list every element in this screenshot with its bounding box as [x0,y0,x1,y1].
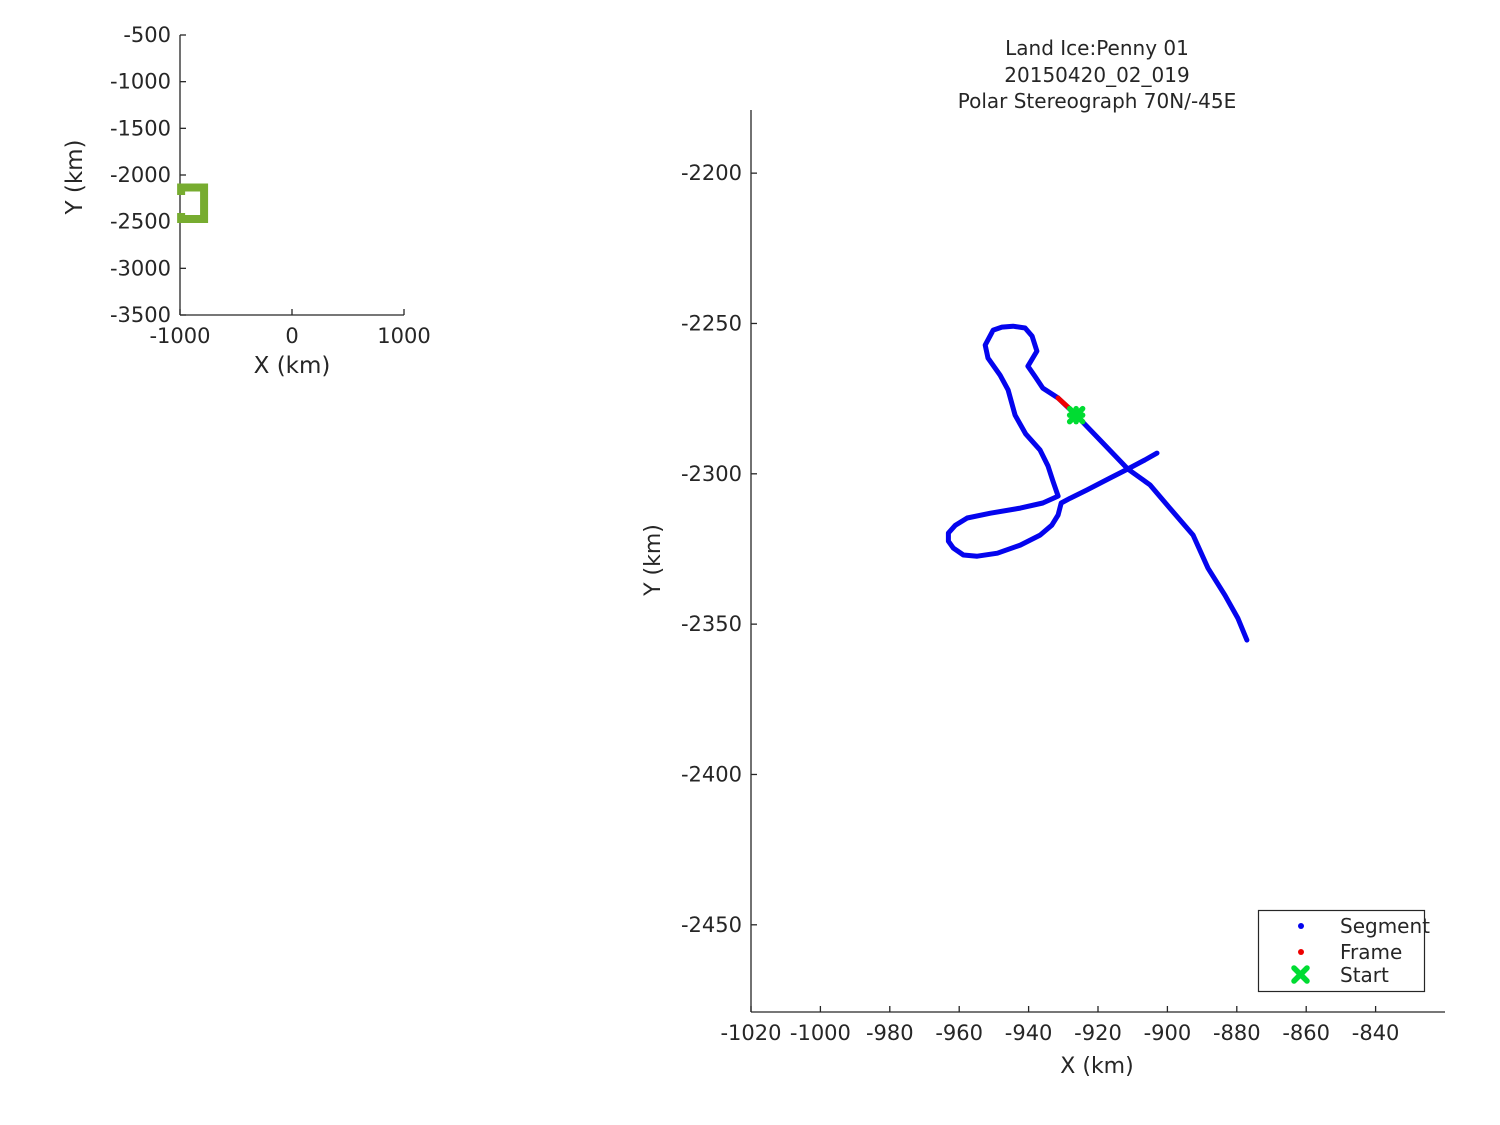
y-tick-label: -1500 [110,116,171,140]
x-tick-label: -860 [1282,1021,1330,1045]
y-tick-label: -3500 [110,303,171,327]
main-title-line2: 20150420_02_019 [1004,63,1189,87]
legend-start-marker-icon [1291,965,1310,984]
overview-plot[interactable]: -1000 0 1000 -500 -1000 -1500 -2000 -2500 -3000 -… [110,23,431,348]
y-tick-label: -500 [123,23,171,47]
segment-flight-path[interactable] [945,323,1250,643]
legend-segment-label: Segment [1340,914,1430,938]
y-tick-label: -2350 [681,612,742,636]
main-title-line3: Polar Stereograph 70N/-45E [958,89,1237,113]
legend-frame-marker-icon [1298,949,1304,955]
y-tick-label: -2000 [110,163,171,187]
x-tick-label: 0 [285,324,298,348]
x-tick-label: -880 [1213,1021,1261,1045]
y-tick-label: -2300 [681,462,742,486]
overview-flight-track[interactable] [177,183,209,223]
main-ylabel: Y (km) [641,524,666,597]
y-tick-label: -3000 [110,256,171,280]
y-tick-label: -2500 [110,210,171,234]
x-tick-label: -1000 [149,324,210,348]
x-tick-label: -960 [935,1021,983,1045]
y-tick-label: -2450 [681,913,742,937]
x-tick-label: -980 [866,1021,914,1045]
legend: Segment Frame Start [1257,909,1430,993]
y-tick-label: -1000 [110,70,171,94]
start-marker-icon [1066,405,1086,425]
main-plot[interactable]: -1020 -1000 -980 -960 -940 -920 -900 -880 -860 -8… [681,110,1445,1045]
legend-start-label: Start [1340,963,1389,987]
overview-ylabel: Y (km) [62,139,88,215]
x-tick-label: -920 [1074,1021,1122,1045]
x-tick-label: -1020 [720,1021,781,1045]
legend-segment-marker-icon [1298,923,1304,929]
overview-xlabel: X (km) [254,353,331,379]
legend-start-x-stroke2 [1291,965,1310,984]
main-xlabel: X (km) [1060,1054,1133,1079]
main-title-line1: Land Ice:Penny 01 [1005,36,1189,60]
x-tick-label: -1000 [790,1021,851,1045]
x-tick-label: -840 [1352,1021,1400,1045]
y-tick-label: -2200 [681,161,742,185]
legend-frame-label: Frame [1340,940,1402,964]
y-tick-label: -2250 [681,311,742,335]
y-tick-label: -2400 [681,762,742,786]
x-tick-label: -940 [1005,1021,1053,1045]
x-tick-label: -900 [1144,1021,1192,1045]
legend-box [1257,909,1426,993]
x-tick-label: 1000 [377,324,430,348]
